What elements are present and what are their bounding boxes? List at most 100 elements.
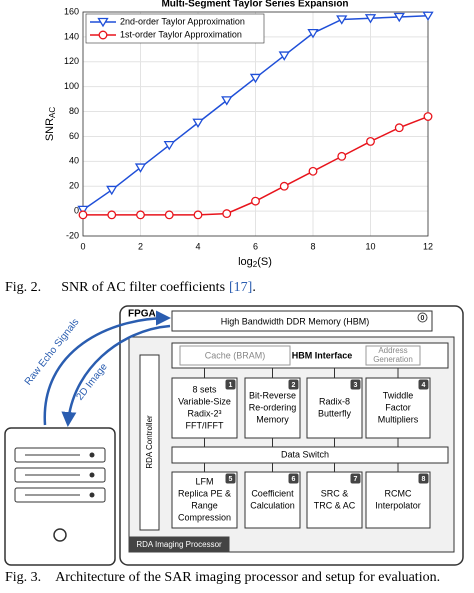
address-box — [365, 345, 421, 366]
caption-label: Fig. 2. — [5, 280, 41, 295]
x-tick-label: 0 — [80, 241, 85, 251]
marker — [78, 210, 88, 220]
caption: Fig. 3. Architecture of the SAR imaging p… — [5, 570, 440, 585]
block-label: Replica PE & — [178, 488, 231, 498]
arrow — [61, 324, 171, 427]
marker — [394, 123, 404, 133]
block-label: Radix-2³ — [187, 408, 221, 418]
fpga-label: FPGA — [128, 309, 156, 320]
marker — [106, 185, 118, 196]
x-label-sub: 2 — [253, 260, 258, 269]
block-label: Butterfly — [318, 408, 352, 418]
block-label: Interpolator — [375, 500, 421, 510]
block-label: Bit-Reverse — [249, 390, 296, 400]
y-tick-label: 20 — [69, 181, 79, 191]
marker — [136, 210, 145, 220]
block-label: LFM — [196, 476, 214, 486]
marker — [307, 29, 319, 39]
marker — [278, 51, 290, 61]
marker — [193, 210, 203, 220]
marker — [336, 15, 348, 25]
badge-number: 1 — [229, 382, 233, 389]
marker — [98, 30, 108, 40]
block-label: Multipliers — [378, 414, 419, 424]
y-tick-label: 100 — [64, 81, 79, 91]
axes-box — [82, 11, 429, 237]
citation[interactable]: [17] — [229, 280, 252, 295]
badge-number: 3 — [354, 382, 358, 389]
badge — [418, 379, 429, 390]
block-label: Twiddle — [383, 390, 414, 400]
badge — [225, 379, 236, 390]
badge — [288, 379, 299, 390]
block-label: Radix-8 — [319, 396, 350, 406]
marker — [192, 118, 204, 129]
marker — [163, 141, 175, 151]
data-switch — [171, 446, 449, 464]
block-label: FFT/IFFT — [186, 420, 224, 430]
block-label: TRC & AC — [314, 500, 356, 510]
block-label: SRC & — [321, 488, 349, 498]
x-tick-label: 8 — [310, 241, 315, 251]
badge — [288, 473, 299, 484]
badge — [418, 473, 429, 484]
data-switch-label: Data Switch — [281, 449, 329, 459]
arrow — [43, 310, 171, 426]
y-tick-label: 160 — [64, 6, 79, 16]
badge — [350, 379, 361, 390]
y-axis-label: SNRAC — [44, 107, 57, 142]
processor-tag — [128, 536, 230, 553]
address-label: Address — [378, 346, 407, 355]
y-label-sub: AC — [48, 107, 57, 118]
cache-label: Cache (BRAM) — [205, 350, 266, 360]
y-tick-label: 80 — [69, 106, 79, 116]
y-label-base: SNR — [44, 118, 56, 141]
caption-label: Fig. 3. — [5, 570, 41, 585]
y-tick-label: 60 — [69, 131, 79, 141]
badge-number: 2 — [292, 382, 296, 389]
hbm-label: High Bandwidth DDR Memory (HBM) — [221, 316, 370, 326]
marker — [77, 205, 89, 216]
block-label: Compression — [178, 512, 231, 522]
marker — [366, 136, 375, 146]
marker — [164, 210, 174, 220]
block-label: Calculation — [250, 500, 295, 510]
marker — [249, 73, 262, 84]
badge-number: 8 — [422, 476, 426, 483]
marker — [107, 210, 117, 220]
y-tick-label: 140 — [64, 31, 79, 41]
caption: Fig. 2. SNR of AC filter coefficients [17]… — [5, 280, 256, 295]
y-tick-label: 120 — [64, 56, 79, 66]
marker — [134, 163, 147, 173]
bay-led — [89, 492, 95, 498]
block-label: Variable-Size — [178, 396, 231, 406]
y-tick-label: 40 — [69, 156, 79, 166]
marker — [423, 112, 433, 121]
marker — [422, 11, 434, 21]
block-label: Factor — [385, 402, 411, 412]
x-axis-label: log2(S) — [238, 256, 272, 269]
marker — [364, 14, 377, 24]
block-label: RCMC — [385, 488, 412, 498]
bay-led — [89, 452, 95, 458]
legend-label: 2nd-order Taylor Approximation — [120, 16, 245, 26]
badge-number: 4 — [422, 382, 426, 389]
address-label: Generation — [373, 355, 413, 364]
badge — [417, 312, 428, 323]
hbm-interface-label: HBM Interface — [292, 350, 353, 360]
caption-text: SNR of AC filter coefficients — [61, 280, 225, 295]
caption-end: . — [252, 280, 256, 295]
chart-title: Multi-Segment Taylor Series Expansion — [161, 0, 348, 10]
legend-label: 1st-order Taylor Approximation — [120, 29, 242, 39]
badge-number: 5 — [229, 476, 233, 483]
block-label: Coefficient — [251, 488, 294, 498]
bay-led — [89, 472, 95, 478]
block-label: Re-ordering — [249, 402, 297, 412]
x-label-rest: (S) — [257, 256, 272, 268]
block-label: Memory — [256, 414, 289, 424]
x-tick-label: 10 — [365, 241, 375, 251]
controller-label: RDA Controller — [145, 415, 154, 469]
power-button — [53, 528, 67, 542]
x-tick-label: 6 — [253, 241, 258, 251]
